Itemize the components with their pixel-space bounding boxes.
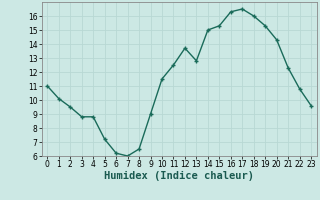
X-axis label: Humidex (Indice chaleur): Humidex (Indice chaleur) xyxy=(104,171,254,181)
